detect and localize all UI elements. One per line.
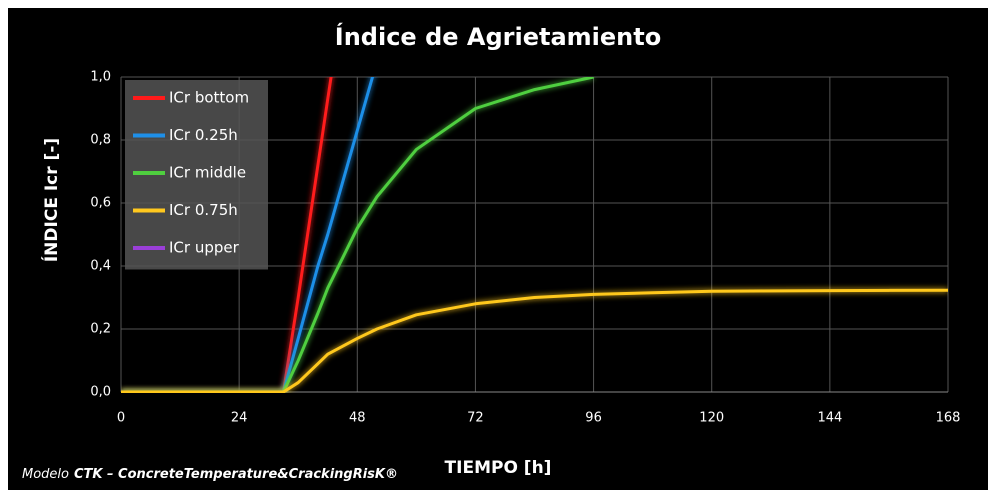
y-tick-label: 0,6 xyxy=(90,196,111,211)
legend-label: ICr 0.25h xyxy=(169,126,238,144)
x-tick-label: 0 xyxy=(117,411,125,426)
footer: Modelo CTK – ConcreteTemperature&Cracking… xyxy=(22,467,398,482)
y-axis-title: ÍNDICE Icr [-] xyxy=(40,138,62,262)
y-tick-label: 0,8 xyxy=(90,133,111,148)
x-tick-label: 168 xyxy=(936,411,961,426)
legend-label: ICr middle xyxy=(169,164,246,182)
legend-label: ICr bottom xyxy=(169,89,249,107)
chart-title: Índice de Agrietamiento xyxy=(335,22,661,51)
series-line xyxy=(121,77,594,393)
legend: ICr bottom ICr 0.25h ICr middle ICr 0.75h IC… xyxy=(125,80,268,270)
y-tick-label: 0,4 xyxy=(90,259,111,274)
x-tick-label: 48 xyxy=(349,411,366,426)
x-tick-label: 96 xyxy=(585,411,602,426)
footer-prefix: Modelo xyxy=(22,467,69,482)
x-tick-label: 120 xyxy=(699,411,724,426)
legend-label: ICr upper xyxy=(169,239,240,257)
series-line xyxy=(121,288,948,393)
x-axis-title: TIEMPO [h] xyxy=(445,458,552,478)
y-tick-label: 0,2 xyxy=(90,322,111,337)
x-tick-label: 144 xyxy=(817,411,842,426)
legend-label: ICr 0.75h xyxy=(169,201,238,219)
x-tick-label: 72 xyxy=(467,411,484,426)
y-tick-label: 1,0 xyxy=(90,70,111,85)
footer-brand: CTK – ConcreteTemperature&CrackingRisK® xyxy=(74,467,398,482)
y-tick-label: 0,0 xyxy=(90,385,111,400)
x-tick-label: 24 xyxy=(231,411,248,426)
plot-area xyxy=(121,77,948,393)
